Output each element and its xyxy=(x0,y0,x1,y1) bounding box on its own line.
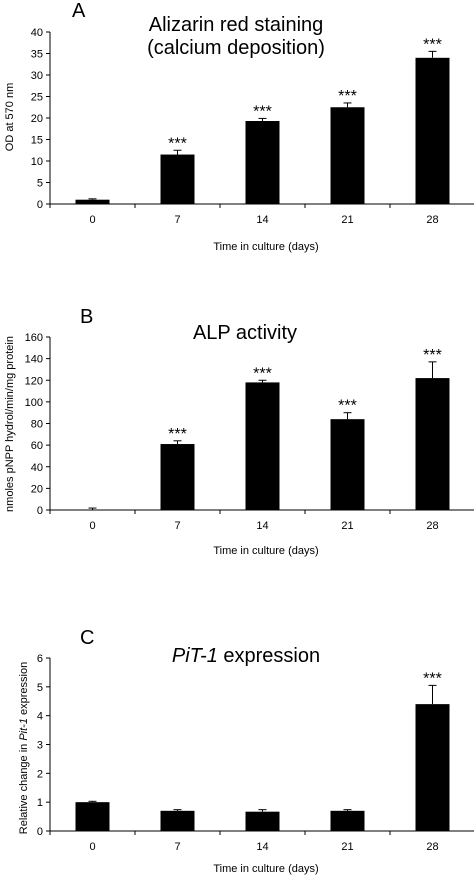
panel-c-y-tick-label: 5 xyxy=(37,682,43,694)
panel-c-x-tick-label: 21 xyxy=(341,841,353,853)
panel-a-x-axis-label: Time in culture (days) xyxy=(213,241,318,253)
panel-a-x-tick-label: 28 xyxy=(426,214,438,226)
panel-b-bar xyxy=(160,444,195,510)
panel-a-bar xyxy=(330,107,365,204)
panel-b-y-axis-label: nmoles pNPP hydrol/min/mg protein xyxy=(4,336,16,512)
panel-b-title: ALP activity xyxy=(193,322,297,344)
panel-a-title-line-1: Alizarin red staining xyxy=(149,14,324,36)
panel-c-x-tick-label: 28 xyxy=(426,841,438,853)
panel-c-y-axis-label-pre: Relative change in xyxy=(18,741,30,835)
panel-c-bar xyxy=(75,802,110,831)
chart-panel-a: A Alizarin red staining (calcium deposit… xyxy=(4,0,474,253)
panel-b-significance-label: *** xyxy=(253,365,272,382)
panel-b-y-tick-label: 40 xyxy=(31,462,43,474)
panel-a-significance-label: *** xyxy=(168,135,187,152)
panel-a-y-tick-label: 15 xyxy=(31,135,43,147)
panel-c-y-tick-label: 6 xyxy=(37,653,43,665)
panel-a-bar xyxy=(245,121,280,204)
panel-c-letter: C xyxy=(80,627,94,649)
panel-a-bar xyxy=(415,57,450,204)
panel-a-x-tick-label: 14 xyxy=(256,214,268,226)
panel-a-bar xyxy=(160,154,195,204)
panel-c-bar xyxy=(415,704,450,831)
panel-b-bar xyxy=(330,419,365,510)
panel-a-y-tick-label: 10 xyxy=(31,156,43,168)
panel-c-x-tick-label: 7 xyxy=(174,841,180,853)
panel-c-y-tick-label: 0 xyxy=(37,826,43,838)
panel-a-letter: A xyxy=(72,0,86,22)
panel-c-bar xyxy=(245,811,280,831)
panel-b-y-tick-label: 80 xyxy=(31,419,43,431)
panel-a-significance-label: *** xyxy=(253,103,272,120)
panel-a-x-tick-label: 21 xyxy=(341,214,353,226)
panel-b-significance-label: *** xyxy=(168,426,187,443)
panel-a-x-tick-label: 7 xyxy=(174,214,180,226)
panel-a-significance-label: *** xyxy=(423,36,442,53)
panel-c-significance-label: *** xyxy=(423,670,442,687)
panel-c-x-tick-label: 14 xyxy=(256,841,268,853)
panel-b-y-tick-label: 160 xyxy=(25,332,43,344)
panel-b-y-tick-label: 140 xyxy=(25,354,43,366)
panel-c-y-axis-label-gene: Pit-1 xyxy=(18,718,30,741)
panel-c-y-tick-label: 4 xyxy=(37,711,43,723)
panel-b-significance-label: *** xyxy=(338,398,357,415)
panel-a-x-tick-label: 0 xyxy=(89,214,95,226)
panel-c-y-tick-label: 2 xyxy=(37,768,43,780)
panel-c-bar xyxy=(330,810,365,831)
panel-b-bar xyxy=(415,378,450,510)
panel-b-x-tick-label: 21 xyxy=(341,520,353,532)
panel-b-significance-label: *** xyxy=(423,347,442,364)
panel-b-x-tick-label: 14 xyxy=(256,520,268,532)
panel-b-bar xyxy=(75,509,110,511)
panel-a-y-tick-label: 40 xyxy=(31,27,43,39)
chart-panel-b: B ALP activity nmoles pNPP hydrol/min/mg… xyxy=(4,306,474,557)
panel-c-y-tick-label: 1 xyxy=(37,797,43,809)
panel-a-y-tick-label: 35 xyxy=(31,49,43,61)
panel-b-x-axis-label: Time in culture (days) xyxy=(213,545,318,557)
panel-a-bar xyxy=(75,199,110,204)
panel-b-y-tick-label: 20 xyxy=(31,483,43,495)
panel-a-y-tick-label: 20 xyxy=(31,113,43,125)
panel-b-y-tick-label: 0 xyxy=(37,505,43,517)
panel-b-y-tick-label: 100 xyxy=(25,397,43,409)
panel-a-y-tick-label: 25 xyxy=(31,92,43,104)
panel-a-y-axis-label: OD at 570 nm xyxy=(4,83,16,151)
panel-b-y-tick-label: 120 xyxy=(25,375,43,387)
panel-a-y-tick-label: 0 xyxy=(37,199,43,211)
panel-c-title-rest: expression xyxy=(218,645,320,667)
panel-a-y-tick-label: 30 xyxy=(31,70,43,82)
panel-a-y-tick-label: 5 xyxy=(37,178,43,190)
panel-c-y-tick-label: 3 xyxy=(37,740,43,752)
panel-c-y-axis-label-post: expression xyxy=(18,662,30,718)
chart-panel-c: C PiT-1 expression Relative change in Pi… xyxy=(18,627,474,875)
panel-b-x-tick-label: 0 xyxy=(89,520,95,532)
panel-b-y-tick-label: 60 xyxy=(31,440,43,452)
panel-b-x-tick-label: 7 xyxy=(174,520,180,532)
panel-c-x-axis-label: Time in culture (days) xyxy=(213,863,318,875)
panel-c-y-axis-label: Relative change in Pit-1 expression xyxy=(18,662,30,834)
panel-b-letter: B xyxy=(80,306,93,328)
panel-a-title-line-2: (calcium deposition) xyxy=(147,37,325,59)
panel-b-x-tick-label: 28 xyxy=(426,520,438,532)
panel-b-bar xyxy=(245,382,280,510)
panel-a-significance-label: *** xyxy=(338,88,357,105)
panel-c-bar xyxy=(160,810,195,831)
panel-c-x-tick-label: 0 xyxy=(89,841,95,853)
panel-c-title-gene: PiT-1 xyxy=(172,645,218,667)
panel-c-title: PiT-1 expression xyxy=(172,645,320,667)
